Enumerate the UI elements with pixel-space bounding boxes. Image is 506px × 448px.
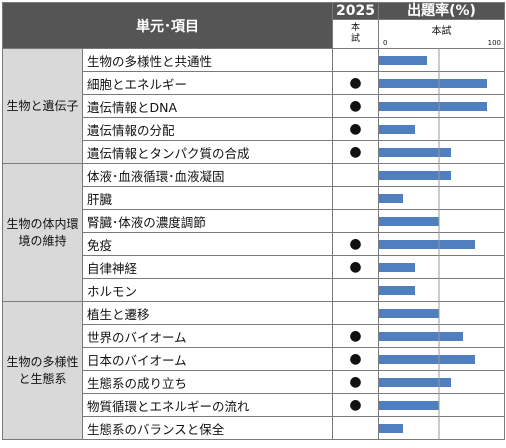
rate-bar-cell: [378, 324, 505, 348]
rate-bar: [379, 56, 427, 65]
year-2025-mark: [332, 48, 379, 72]
year-2025-mark: [332, 301, 379, 325]
rate-bar: [379, 332, 463, 341]
rate-bar: [379, 263, 415, 272]
rate-bar-cell: [378, 232, 505, 256]
table-row: 世界のバイオーム ●: [3, 324, 505, 348]
rate-bar-cell: [378, 94, 505, 118]
year-2025-mark: ●: [332, 140, 379, 164]
rate-bar-cell: [378, 209, 505, 233]
rate-bar: [379, 309, 439, 318]
rate-bar: [379, 102, 487, 111]
year-subheader-label: 本試: [333, 23, 378, 45]
rate-bar-cell: [378, 48, 505, 72]
rate-bar: [379, 125, 415, 134]
rate-bar-cell: [378, 393, 505, 417]
rate-header: 出題率(%): [378, 2, 505, 20]
table-row: 生物の体内環境の維持 体液･血液循環･血液凝固: [2, 163, 505, 302]
table-row: ホルモン: [3, 278, 505, 302]
topic-name: 肝臓: [82, 186, 333, 210]
table-row: 腎臓･体液の濃度調節: [3, 209, 505, 233]
year-2025-mark: ●: [332, 324, 379, 348]
rate-bar: [379, 401, 439, 410]
table-row: 生態系のバランスと保全: [3, 416, 505, 440]
rate-bar: [379, 240, 475, 249]
topic-name: 遺伝情報とタンパク質の合成: [82, 140, 333, 164]
category-cell: 生物と遺伝子: [2, 48, 83, 164]
topic-name: 物質循環とエネルギーの流れ: [82, 393, 333, 417]
topic-name: 遺伝情報の分配: [82, 117, 333, 141]
rate-bar-cell: [378, 71, 505, 95]
year-subheader: 本試: [332, 19, 379, 49]
table-row: 日本のバイオーム ●: [3, 347, 505, 371]
rate-bar: [379, 217, 439, 226]
axis-tick-min: 0: [383, 39, 388, 47]
category-cell: 生物の多様性と生態系: [2, 301, 83, 440]
unit-header: 単元･項目: [2, 2, 333, 49]
rate-bar-cell: [378, 255, 505, 279]
topic-name: 日本のバイオーム: [82, 347, 333, 371]
table-row: 自律神経 ●: [3, 255, 505, 279]
rate-bar-cell: [378, 347, 505, 371]
year-2025-mark: ●: [332, 393, 379, 417]
rate-bar-cell: [378, 301, 505, 325]
year-2025-mark: ●: [332, 71, 379, 95]
year-2025-mark: [332, 186, 379, 210]
rate-bar: [379, 79, 487, 88]
topic-name: ホルモン: [82, 278, 333, 302]
year-2025-mark: ●: [332, 232, 379, 256]
rate-bar-cell: [378, 186, 505, 210]
table-row: 生物と遺伝子 生物の多様性と共通性: [2, 48, 505, 164]
table-row: 遺伝情報とタンパク質の合成 ●: [3, 140, 505, 164]
rate-bar: [379, 148, 451, 157]
rate-bar-cell: [378, 117, 505, 141]
topic-name: 腎臓･体液の濃度調節: [82, 209, 333, 233]
rate-bar-cell: [378, 278, 505, 302]
rate-bar: [379, 378, 451, 387]
year-2025-mark: [332, 416, 379, 440]
table-row: 遺伝情報の分配 ●: [3, 117, 505, 141]
table-row: 生態系の成り立ち ●: [3, 370, 505, 394]
rate-bar-cell: [378, 163, 505, 187]
rate-bar-cell: [378, 370, 505, 394]
year-subheader-char: 試: [350, 34, 360, 44]
year-subheader-char: 本: [350, 23, 360, 33]
year-2025-mark: [332, 163, 379, 187]
year-2025-mark: ●: [332, 117, 379, 141]
rate-bar: [379, 171, 451, 180]
rate-bar: [379, 194, 403, 203]
year-header: 2025: [332, 2, 379, 20]
rate-bar-cell: [378, 140, 505, 164]
year-2025-mark: [332, 278, 379, 302]
year-2025-mark: ●: [332, 370, 379, 394]
axis-tick-max: 100: [487, 39, 501, 47]
year-2025-mark: ●: [332, 347, 379, 371]
category-cell: 生物の体内環境の維持: [2, 163, 83, 302]
topic-name: 生態系のバランスと保全: [82, 416, 333, 440]
topic-name: 世界のバイオーム: [82, 324, 333, 348]
topic-name: 遺伝情報とDNA: [82, 94, 333, 118]
topic-name: 生態系の成り立ち: [82, 370, 333, 394]
rate-subheader: 本試 0 100: [378, 19, 505, 49]
year-2025-mark: ●: [332, 94, 379, 118]
topic-name: 免疫: [82, 232, 333, 256]
year-2025-mark: ●: [332, 255, 379, 279]
topic-frequency-table: 単元･項目 2025 出題率(%) 本試 本試 0 100 生物と遺伝子 生物の多…: [2, 2, 505, 440]
table-row: 生物の多様性と生態系 植生と遷移: [2, 301, 505, 440]
year-2025-mark: [332, 209, 379, 233]
rate-bar: [379, 424, 403, 433]
table-row: 肝臓: [3, 186, 505, 210]
table-row: 細胞とエネルギー ●: [3, 71, 505, 95]
topic-name: 細胞とエネルギー: [82, 71, 333, 95]
rate-subheader-label: 本試: [431, 26, 452, 37]
rate-bar-cell: [378, 416, 505, 440]
topic-name: 生物の多様性と共通性: [82, 48, 333, 72]
topic-name: 体液･血液循環･血液凝固: [82, 163, 333, 187]
topic-name: 植生と遷移: [82, 301, 333, 325]
rate-bar: [379, 355, 475, 364]
rate-bar: [379, 286, 415, 295]
topic-name: 自律神経: [82, 255, 333, 279]
